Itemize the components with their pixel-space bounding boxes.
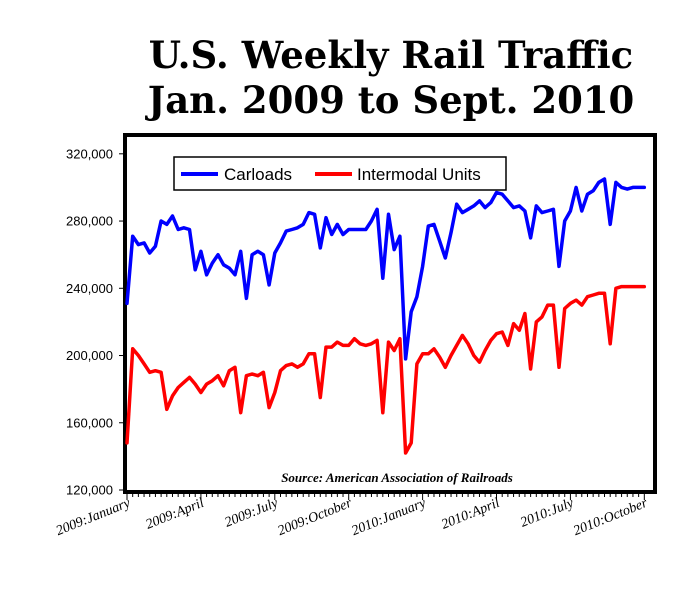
series-layer (125, 177, 647, 455)
x-tick-label: 2009:October (276, 496, 355, 540)
plot-frame (123, 133, 657, 494)
x-tick-label: 2009:July (223, 496, 281, 531)
x-tick-label: 2009:April (144, 496, 207, 533)
legend-label-carloads: Carloads (224, 165, 292, 184)
y-tick-label: 120,000 (66, 483, 113, 498)
y-tick-label: 320,000 (66, 146, 113, 161)
chart-title-line-2: Jan. 2009 to Sept. 2010 (145, 78, 635, 122)
y-axis: 120,000 160,000 200,000 240,000 280,000 320,0… (66, 146, 125, 498)
chart-source-note: Source: American Association of Railroad… (281, 470, 513, 485)
legend: Carloads Intermodal Units (173, 156, 507, 191)
y-tick-label: 160,000 (66, 415, 113, 430)
chart-title-line-1: U.S. Weekly Rail Traffic (149, 33, 633, 77)
x-tick-label: 2010:January (350, 496, 429, 540)
legend-label-intermodal: Intermodal Units (357, 165, 481, 184)
x-tick-label: 2009:January (54, 496, 133, 540)
x-tick-label: 2010:October (571, 496, 650, 540)
y-tick-label: 240,000 (66, 281, 113, 296)
series-line-carloads (125, 177, 647, 361)
x-tick-label: 2010:April (439, 496, 502, 533)
series-line-intermodal-units (125, 284, 647, 455)
x-tick-label: 2010:July (518, 496, 576, 531)
x-axis: 2009:January 2009:April 2009:July2009:Octo… (54, 493, 650, 539)
y-tick-label: 280,000 (66, 214, 113, 229)
y-tick-label: 200,000 (66, 348, 113, 363)
